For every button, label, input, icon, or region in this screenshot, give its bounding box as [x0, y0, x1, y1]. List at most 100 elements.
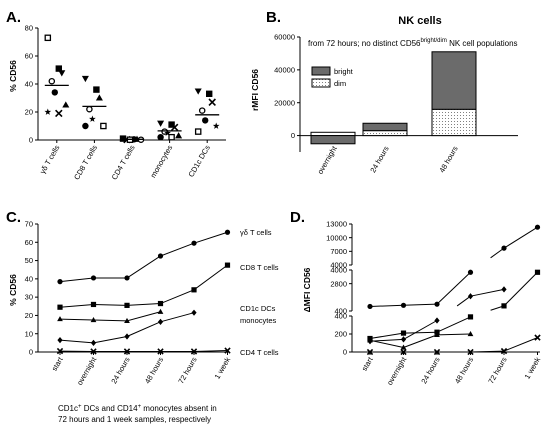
marker-shape: [57, 336, 63, 344]
panel-c-point: [224, 229, 231, 235]
panel-c-xtick-label: overnight: [75, 355, 99, 387]
panel-d-point: [534, 224, 541, 230]
panel-d-series-line: [403, 320, 438, 340]
marker-shape: [124, 317, 130, 323]
panel-d-series-line: [403, 303, 438, 306]
marker-shape: [534, 224, 541, 230]
panel-d-point: [467, 314, 474, 320]
panel-a-ytick-label: 20: [25, 108, 33, 117]
panel-b-ylabel: rMFI CD56: [250, 69, 260, 111]
panel-c-note-line2: 72 hours and 1 week samples, respectivel…: [58, 415, 211, 424]
marker-shape: [534, 334, 541, 341]
marker-shape: [56, 347, 64, 355]
panel-c-point: [224, 262, 231, 268]
panel-c-point: [190, 348, 198, 355]
panel-c-xtick-label: start: [50, 355, 66, 373]
panel-b-xtick-label: 48 hours: [437, 144, 460, 174]
panel-c-ytick-label: 0: [29, 348, 33, 357]
panel-c-point: [124, 302, 130, 308]
marker-shape: [164, 129, 171, 136]
panel-d-series-line: [403, 331, 438, 334]
panel-b-xtick-label: 24 hours: [368, 144, 391, 174]
panel-b-title: NK cells: [398, 15, 441, 27]
marker-shape: [44, 108, 52, 115]
panel-a-point: [93, 86, 100, 93]
panel-d-series-line: [369, 339, 404, 348]
panel-d-point: [467, 293, 474, 300]
marker-shape: [212, 122, 220, 129]
panel-d-xtick-label: 48 hours: [453, 355, 476, 385]
panel-a-ytick-label: 40: [25, 80, 33, 89]
marker-shape: [82, 122, 89, 130]
marker-shape: [434, 317, 440, 324]
marker-shape: [194, 88, 202, 95]
panel-b-bar-bright: [310, 135, 356, 145]
panel-d-ytick-label: 7000: [330, 247, 347, 256]
panel-d-xtick-label: start: [360, 355, 376, 373]
marker-shape: [194, 128, 202, 135]
panel-d-point: [467, 269, 474, 275]
panel-d-ytick-label: 2800: [330, 279, 347, 288]
panel-c-label: C.: [6, 209, 21, 226]
panel-b-ytick-label: 0: [291, 131, 295, 140]
panel-a-point: [157, 120, 165, 127]
panel-d-point: [400, 330, 407, 336]
panel-d-ytick-label: 200: [334, 330, 347, 339]
panel-d-xtick-label: 24 hours: [419, 355, 442, 385]
marker-shape: [57, 279, 63, 285]
marker-shape: [501, 303, 507, 309]
panel-a-ylabel: % CD56: [8, 60, 18, 92]
panel-c-point: [56, 347, 64, 355]
marker-shape: [62, 101, 70, 108]
panel-c-ytick-label: 20: [25, 311, 33, 320]
panel-d-ylabel: ΔMFI CD56: [302, 267, 312, 312]
panel-d-xtick-label: 72 hours: [486, 355, 509, 385]
panel-c-point: [57, 279, 63, 285]
marker-shape: [367, 337, 373, 343]
panel-a-xtick-label: CD4 T cells: [110, 143, 137, 181]
marker-shape: [224, 229, 231, 235]
marker-shape: [367, 303, 373, 310]
panel-d-point: [367, 303, 373, 310]
marker-shape: [57, 316, 63, 322]
panel-b-ytick-label: 60000: [274, 33, 295, 42]
marker-shape: [157, 308, 164, 314]
panel-d-series-line: [436, 271, 471, 305]
marker-shape: [44, 34, 52, 42]
marker-shape: [157, 348, 164, 355]
panel-c-point: [90, 348, 97, 355]
panel-d-point: [400, 302, 407, 308]
panel-a-point: [208, 98, 216, 106]
panel-d-point: [467, 348, 474, 356]
panel-b-ytick-label: 20000: [274, 98, 295, 107]
panel-d-series-line: [490, 247, 505, 259]
panel-d-point: [434, 317, 440, 324]
marker-shape: [191, 309, 197, 316]
panel-a-point: [44, 108, 52, 115]
marker-shape: [157, 134, 164, 141]
marker-shape: [224, 262, 231, 268]
panel-c-series-line: [59, 264, 228, 308]
panel-a-ytick-label: 60: [25, 52, 33, 61]
panel-c-series-label: γδ T cells: [240, 228, 272, 237]
marker-shape: [467, 269, 474, 275]
marker-shape: [86, 105, 93, 113]
marker-shape: [206, 90, 213, 97]
panel-d-point: [434, 301, 440, 307]
marker-shape: [400, 348, 407, 356]
panel-d-point: [400, 336, 407, 343]
panel-d-series-line: [436, 333, 471, 336]
marker-shape: [124, 333, 130, 340]
panel-d-ytick-label: 400: [334, 312, 347, 321]
panel-c-ytick-label: 60: [25, 238, 33, 247]
panel-d-series-line: [503, 226, 538, 249]
panel-b-xtick-label: overnight: [316, 144, 340, 176]
panel-c-point: [90, 275, 97, 281]
marker-shape: [467, 331, 474, 337]
panel-c-point: [224, 347, 231, 354]
panel-d-point: [367, 337, 373, 343]
panel-a-point: [81, 75, 89, 83]
marker-shape: [95, 94, 103, 101]
panel-c-point: [157, 300, 164, 307]
